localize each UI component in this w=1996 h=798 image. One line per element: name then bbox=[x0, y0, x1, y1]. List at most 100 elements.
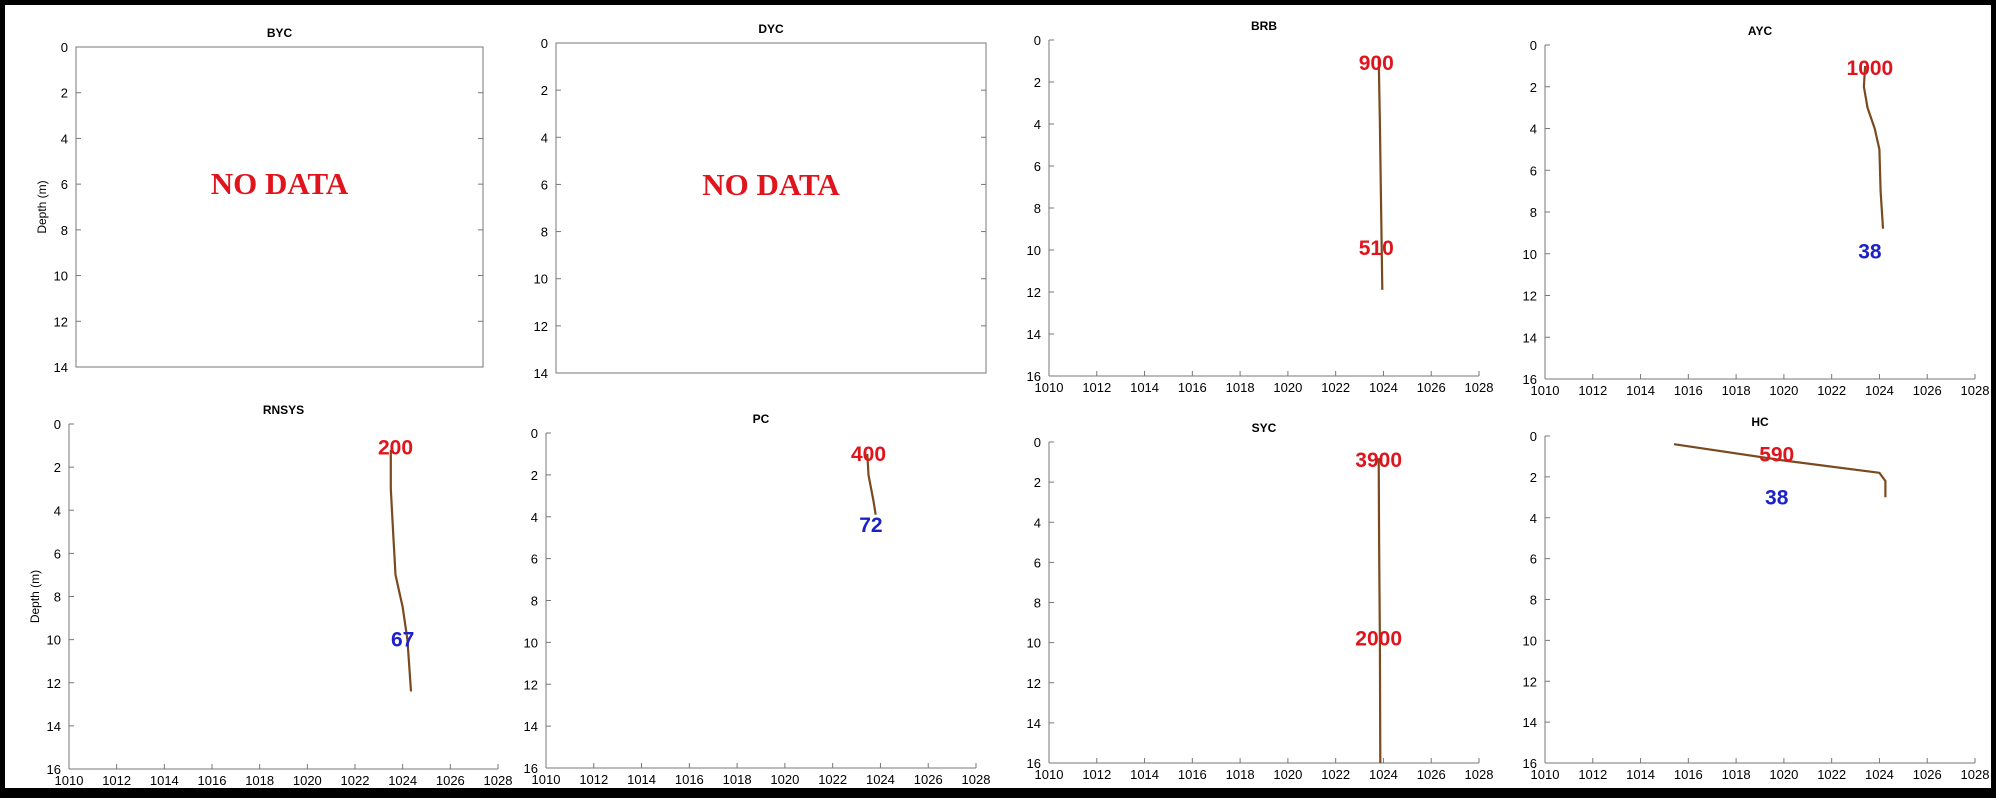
data-annotation: 590 bbox=[1759, 443, 1794, 466]
data-annotation: 67 bbox=[391, 629, 414, 652]
y-tick-label: 0 bbox=[541, 36, 548, 51]
plot-box bbox=[555, 42, 987, 374]
y-tick-label: 4 bbox=[1530, 122, 1537, 137]
y-tick-label: 2 bbox=[1530, 470, 1537, 485]
data-annotation: 2000 bbox=[1355, 628, 1402, 651]
x-tick-label: 1026 bbox=[914, 772, 943, 787]
y-tick-label: 4 bbox=[531, 510, 538, 525]
y-tick-label: 10 bbox=[1027, 243, 1041, 258]
y-tick-label: 14 bbox=[534, 366, 548, 381]
x-tick-label: 1020 bbox=[1273, 767, 1302, 782]
data-annotation: 38 bbox=[1765, 486, 1789, 509]
y-axis-label: Depth (m) bbox=[28, 570, 42, 623]
y-tick-label: 2 bbox=[541, 83, 548, 98]
x-tick-label: 1024 bbox=[1865, 767, 1894, 782]
y-tick-label: 12 bbox=[1027, 676, 1041, 691]
x-tick-label: 1020 bbox=[1273, 380, 1302, 395]
panel-title: AYC bbox=[1748, 24, 1773, 38]
y-tick-label: 10 bbox=[54, 269, 68, 284]
y-tick-label: 14 bbox=[47, 719, 61, 734]
x-tick-label: 1022 bbox=[1321, 767, 1350, 782]
y-tick-label: 4 bbox=[54, 503, 61, 518]
plot-box bbox=[75, 46, 484, 368]
data-annotation: 200 bbox=[378, 437, 413, 460]
data-annotation: 72 bbox=[859, 514, 882, 537]
y-tick-label: 0 bbox=[1034, 33, 1041, 48]
y-tick-label: 12 bbox=[524, 677, 538, 692]
panel-title: BYC bbox=[267, 26, 293, 40]
x-tick-label: 1028 bbox=[484, 773, 513, 788]
density-profile-line bbox=[1377, 56, 1384, 290]
y-tick-label: 14 bbox=[1523, 330, 1537, 345]
data-annotation: 3900 bbox=[1355, 449, 1402, 472]
x-tick-label: 1024 bbox=[866, 772, 895, 787]
y-tick-label: 4 bbox=[61, 131, 68, 146]
x-tick-label: 1014 bbox=[150, 773, 179, 788]
y-tick-label: 14 bbox=[524, 719, 538, 734]
y-tick-label: 0 bbox=[61, 40, 68, 55]
x-tick-label: 1022 bbox=[1817, 383, 1846, 398]
data-annotation: 1000 bbox=[1847, 57, 1894, 80]
y-tick-label: 12 bbox=[534, 319, 548, 334]
y-tick-label: 16 bbox=[1027, 369, 1041, 384]
data-annotation: 38 bbox=[1858, 241, 1882, 264]
x-tick-label: 1010 bbox=[1531, 383, 1560, 398]
y-tick-label: 0 bbox=[531, 426, 538, 441]
data-annotation: 510 bbox=[1359, 237, 1394, 260]
y-tick-label: 14 bbox=[1523, 715, 1537, 730]
x-tick-label: 1026 bbox=[436, 773, 465, 788]
x-tick-label: 1022 bbox=[341, 773, 370, 788]
y-tick-label: 12 bbox=[1523, 674, 1537, 689]
panel-title: PC bbox=[753, 412, 770, 426]
x-tick-label: 1016 bbox=[675, 772, 704, 787]
x-tick-label: 1026 bbox=[1913, 383, 1942, 398]
y-tick-label: 12 bbox=[1523, 289, 1537, 304]
y-tick-label: 6 bbox=[1530, 163, 1537, 178]
y-tick-label: 12 bbox=[1027, 285, 1041, 300]
y-tick-label: 8 bbox=[61, 223, 68, 238]
y-tick-label: 2 bbox=[54, 460, 61, 475]
y-tick-label: 6 bbox=[1034, 555, 1041, 570]
y-tick-label: 10 bbox=[47, 633, 61, 648]
y-tick-label: 2 bbox=[1530, 80, 1537, 95]
panel-title: SYC bbox=[1252, 421, 1277, 435]
x-tick-label: 1026 bbox=[1417, 767, 1446, 782]
x-tick-label: 1014 bbox=[627, 772, 656, 787]
y-tick-label: 2 bbox=[1034, 75, 1041, 90]
y-tick-label: 6 bbox=[54, 546, 61, 561]
y-tick-label: 6 bbox=[61, 177, 68, 192]
data-annotation: 400 bbox=[851, 443, 886, 466]
density-profile-line bbox=[1673, 443, 1887, 498]
y-tick-label: 6 bbox=[531, 552, 538, 567]
y-tick-label: 12 bbox=[47, 676, 61, 691]
y-tick-label: 0 bbox=[1530, 38, 1537, 53]
x-tick-label: 1026 bbox=[1417, 380, 1446, 395]
y-tick-label: 2 bbox=[1034, 475, 1041, 490]
x-tick-label: 1018 bbox=[245, 773, 274, 788]
panel-title: DYC bbox=[758, 22, 784, 36]
y-tick-label: 0 bbox=[1530, 429, 1537, 444]
x-tick-label: 1014 bbox=[1626, 383, 1655, 398]
x-tick-label: 1010 bbox=[1035, 380, 1064, 395]
y-axis-label: Depth (m) bbox=[35, 180, 49, 233]
x-tick-label: 1012 bbox=[579, 772, 608, 787]
y-tick-label: 16 bbox=[1523, 756, 1537, 771]
x-tick-label: 1026 bbox=[1913, 767, 1942, 782]
density-profile-line bbox=[866, 453, 877, 515]
no-data-label: NO DATA bbox=[702, 167, 840, 202]
y-tick-label: 8 bbox=[1530, 593, 1537, 608]
data-annotation: 900 bbox=[1359, 52, 1394, 75]
y-tick-label: 6 bbox=[541, 177, 548, 192]
panel-title: BRB bbox=[1251, 19, 1277, 33]
y-tick-label: 6 bbox=[1530, 552, 1537, 567]
x-tick-label: 1022 bbox=[818, 772, 847, 787]
x-tick-label: 1020 bbox=[293, 773, 322, 788]
x-tick-label: 1016 bbox=[1674, 383, 1703, 398]
no-data-label: NO DATA bbox=[211, 166, 349, 201]
y-tick-label: 8 bbox=[1034, 201, 1041, 216]
x-tick-label: 1014 bbox=[1130, 767, 1159, 782]
x-tick-label: 1016 bbox=[1178, 767, 1207, 782]
y-tick-label: 0 bbox=[54, 417, 61, 432]
y-tick-label: 4 bbox=[1034, 515, 1041, 530]
x-tick-label: 1012 bbox=[102, 773, 131, 788]
